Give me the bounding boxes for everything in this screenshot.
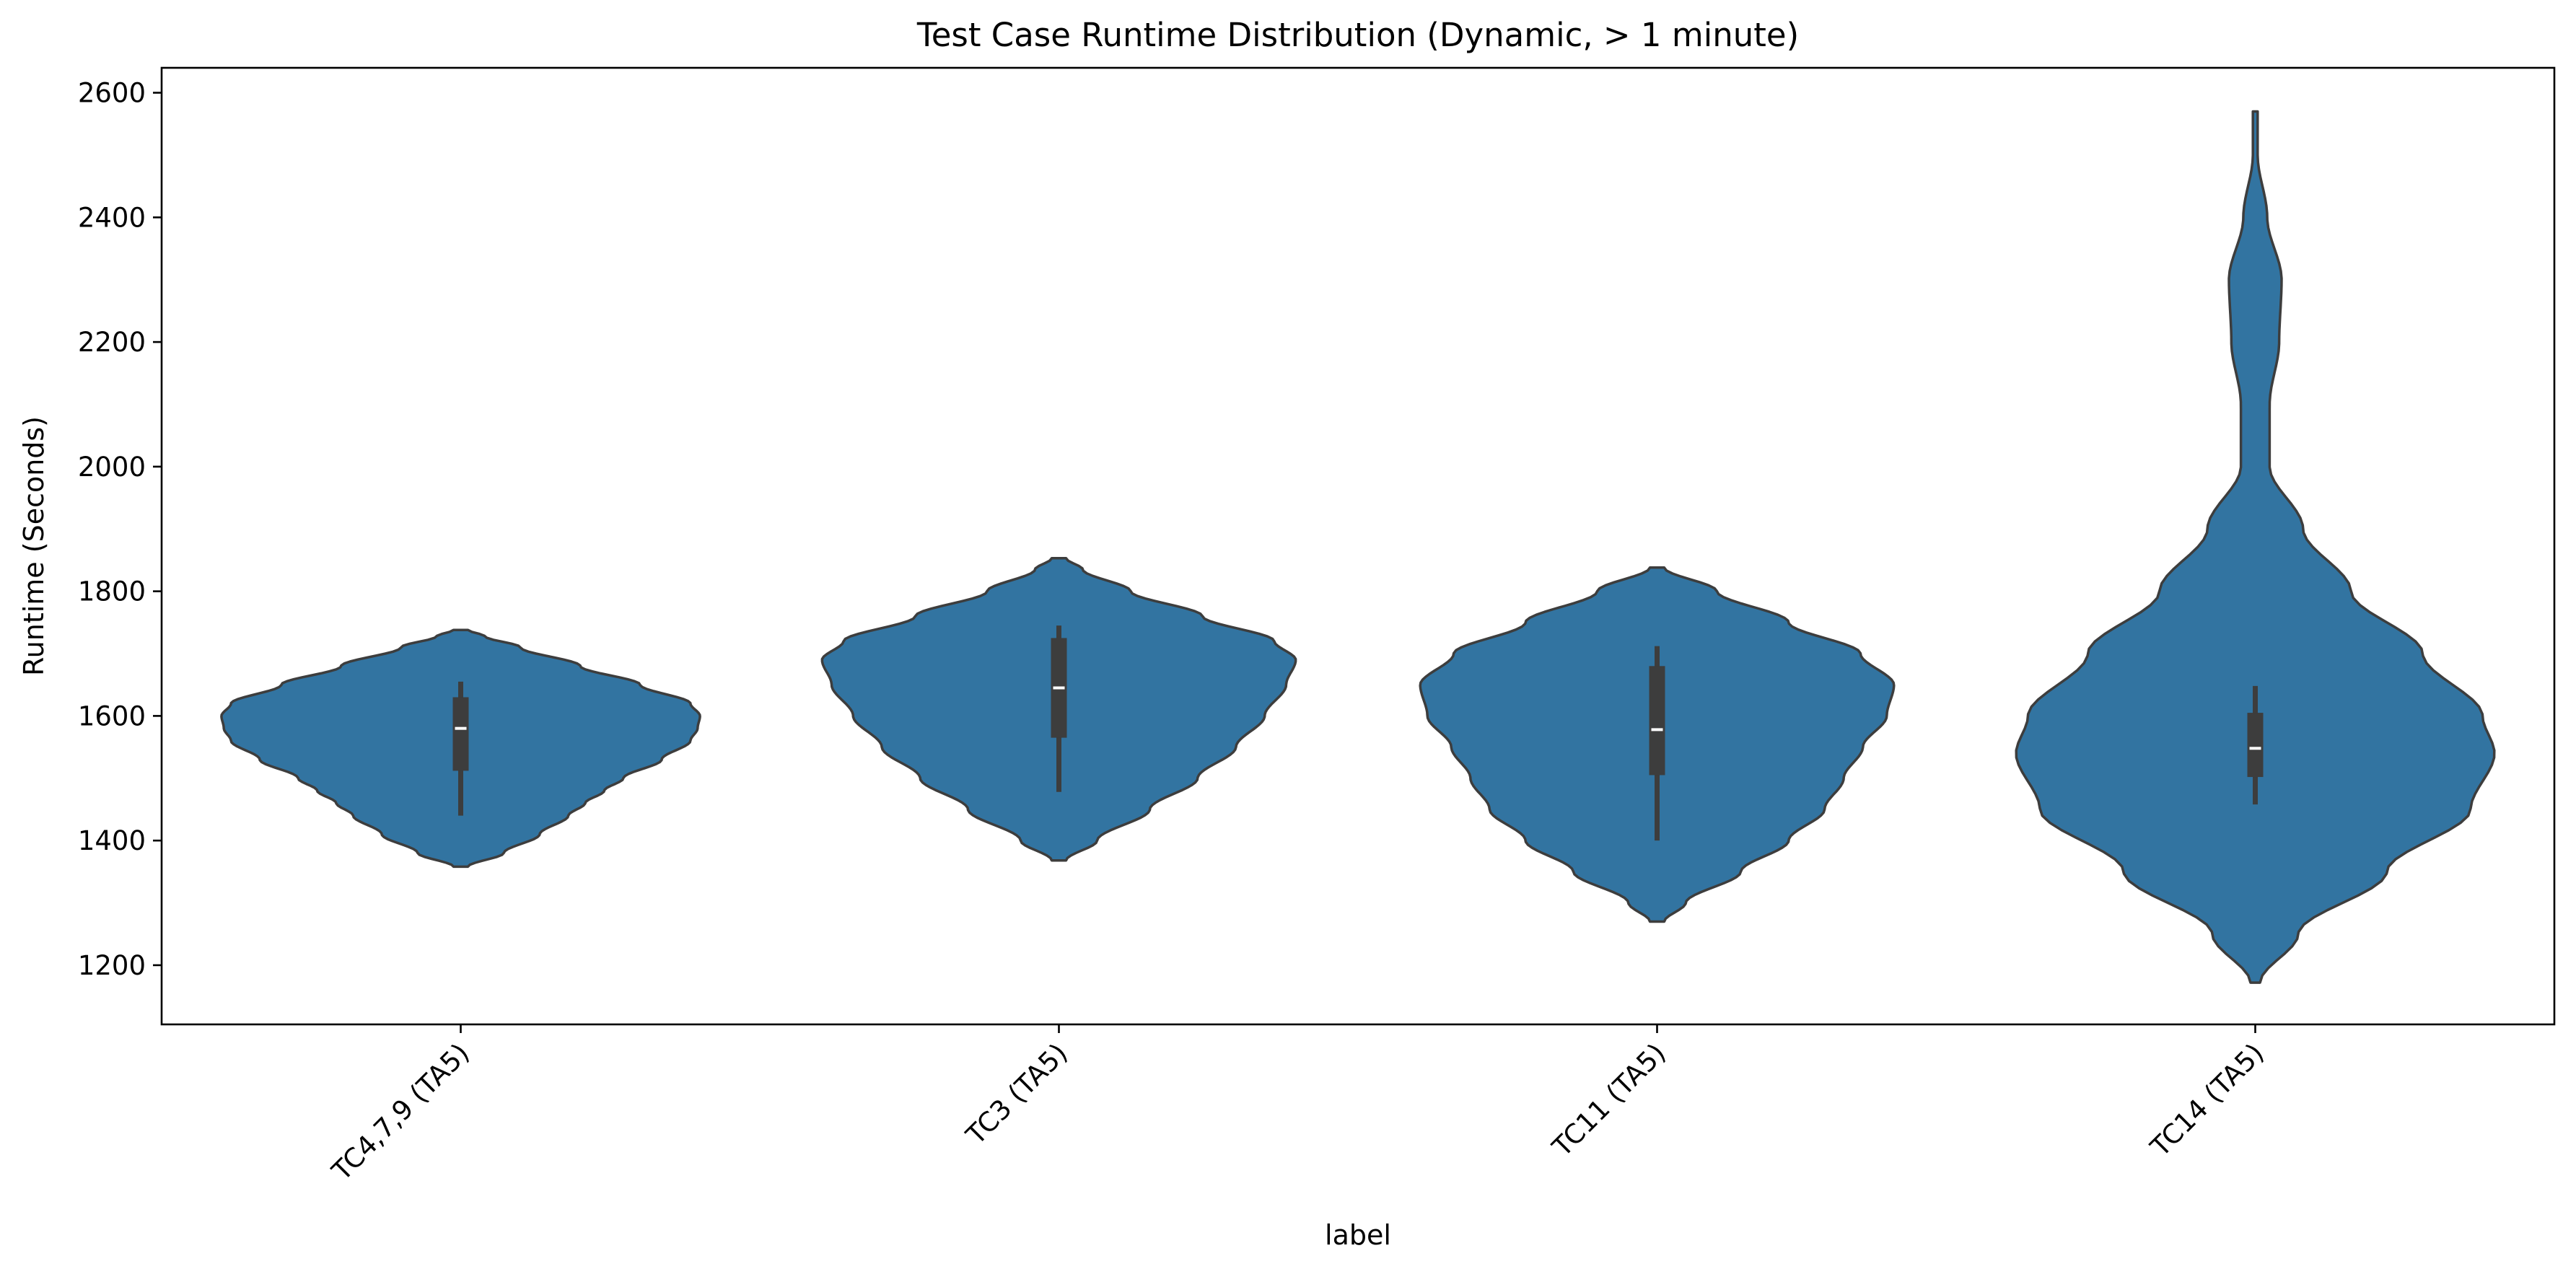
x-tick-label: TC4,7,9 (TA5) [325, 1037, 476, 1187]
violin-iqr-box [1649, 666, 1665, 776]
plot-frame [160, 66, 2556, 1026]
violin-2 [820, 557, 1297, 862]
y-tick-label: 2400 [78, 202, 146, 233]
x-axis-label: label [1325, 1219, 1391, 1251]
y-tick-label: 1200 [78, 950, 146, 981]
violin-iqr-box [2247, 713, 2264, 778]
y-tick-label: 1800 [78, 576, 146, 607]
violins-group [220, 110, 2496, 984]
x-tick-label: TC14 (TA5) [2145, 1037, 2270, 1163]
y-tick-label: 2200 [78, 327, 146, 358]
y-axis: 1200 1400 1600 1800 2000 2200 2400 2600 [78, 78, 162, 981]
violin-iqr-box [452, 697, 469, 771]
y-axis-label: Runtime (Seconds) [18, 416, 50, 676]
y-tick-label: 2600 [78, 78, 146, 109]
y-tick-label: 2000 [78, 452, 146, 483]
violin-body [2015, 110, 2496, 984]
x-tick-label: TC11 (TA5) [1546, 1037, 1672, 1163]
violin-4 [2015, 110, 2496, 984]
x-axis: TC4,7,9 (TA5) TC3 (TA5) TC11 (TA5) TC14 (TA… [325, 1024, 2270, 1187]
x-tick-label: TC3 (TA5) [960, 1037, 1074, 1151]
y-tick-label: 1400 [78, 825, 146, 856]
y-tick-label: 1600 [78, 700, 146, 732]
violin-3 [1419, 566, 1896, 923]
chart-title: Test Case Runtime Distribution (Dynamic,… [916, 16, 1799, 54]
violin-1 [220, 628, 701, 869]
